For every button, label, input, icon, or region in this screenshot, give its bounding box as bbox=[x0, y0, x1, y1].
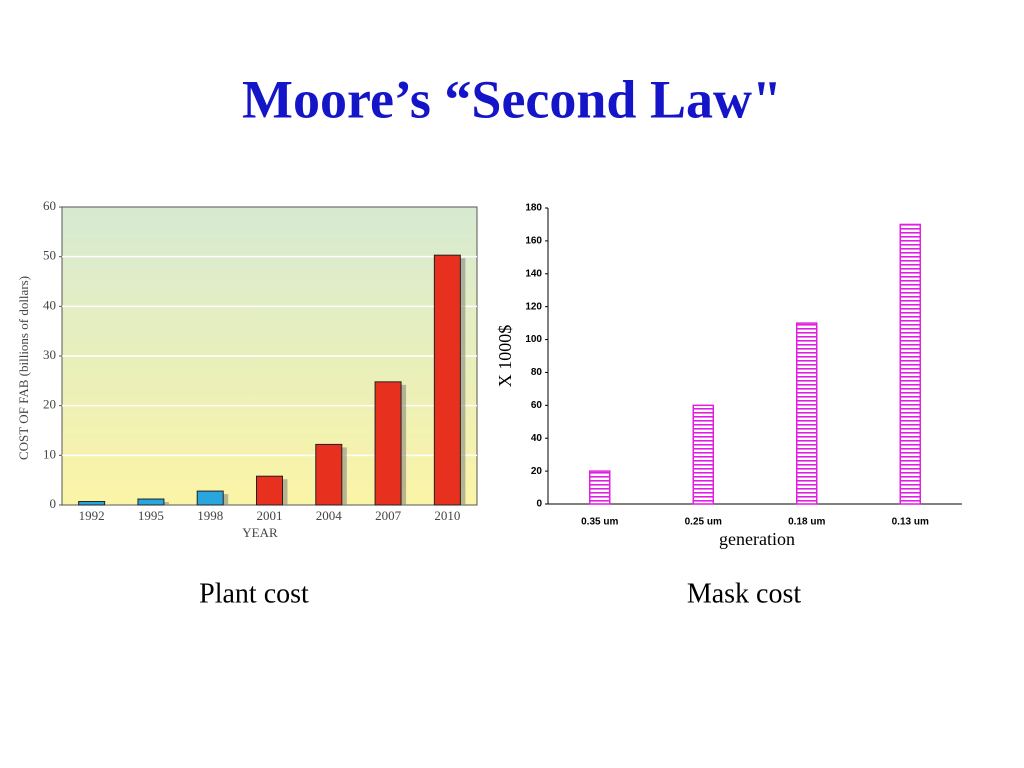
x-tick-label: 2007 bbox=[375, 508, 402, 523]
y-tick-label: 100 bbox=[525, 334, 542, 345]
y-axis-label: COST OF FAB (billions of dollars) bbox=[16, 276, 31, 460]
bar bbox=[589, 470, 611, 505]
slide-title: Moore’s “Second Law" bbox=[242, 69, 782, 129]
y-tick-label: 50 bbox=[43, 248, 56, 263]
bar bbox=[78, 501, 106, 506]
y-tick-label: 20 bbox=[531, 466, 543, 477]
x-axis-label: generation bbox=[719, 529, 795, 549]
y-axis-label: X 1000$ bbox=[495, 325, 515, 388]
bar bbox=[433, 254, 461, 506]
y-tick-label: 30 bbox=[43, 347, 56, 362]
bar bbox=[692, 404, 714, 505]
y-tick-label: 140 bbox=[525, 268, 542, 279]
x-tick-label: 1995 bbox=[138, 508, 164, 523]
y-tick-label: 0 bbox=[536, 499, 542, 510]
y-tick-label: 40 bbox=[43, 297, 56, 312]
bar bbox=[196, 490, 224, 506]
x-tick-label: 0.25 um bbox=[685, 517, 722, 528]
x-tick-label: 0.35 um bbox=[581, 517, 618, 528]
y-tick-label: 10 bbox=[43, 446, 56, 461]
bar bbox=[315, 443, 343, 506]
x-axis-label: YEAR bbox=[242, 525, 278, 540]
y-tick-label: 40 bbox=[531, 433, 543, 444]
x-tick-label: 0.18 um bbox=[788, 517, 825, 528]
y-tick-label: 60 bbox=[531, 400, 543, 411]
bar bbox=[374, 381, 402, 506]
y-tick-label: 60 bbox=[43, 198, 56, 213]
bar bbox=[796, 322, 818, 505]
y-tick-label: 0 bbox=[50, 496, 57, 511]
x-tick-label: 1992 bbox=[79, 508, 105, 523]
y-tick-label: 80 bbox=[531, 367, 543, 378]
x-tick-label: 2010 bbox=[434, 508, 460, 523]
x-tick-label: 2004 bbox=[316, 508, 343, 523]
x-tick-label: 0.13 um bbox=[892, 517, 929, 528]
y-tick-label: 160 bbox=[525, 236, 542, 247]
x-tick-label: 1998 bbox=[197, 508, 223, 523]
bar bbox=[899, 223, 921, 505]
y-tick-label: 180 bbox=[525, 203, 542, 214]
y-tick-label: 20 bbox=[43, 397, 56, 412]
bar bbox=[137, 498, 165, 506]
chart-caption: Mask cost bbox=[687, 578, 802, 609]
bar bbox=[256, 475, 283, 506]
x-tick-label: 2001 bbox=[257, 508, 283, 523]
y-tick-label: 120 bbox=[525, 301, 542, 312]
chart-caption: Plant cost bbox=[199, 578, 309, 609]
